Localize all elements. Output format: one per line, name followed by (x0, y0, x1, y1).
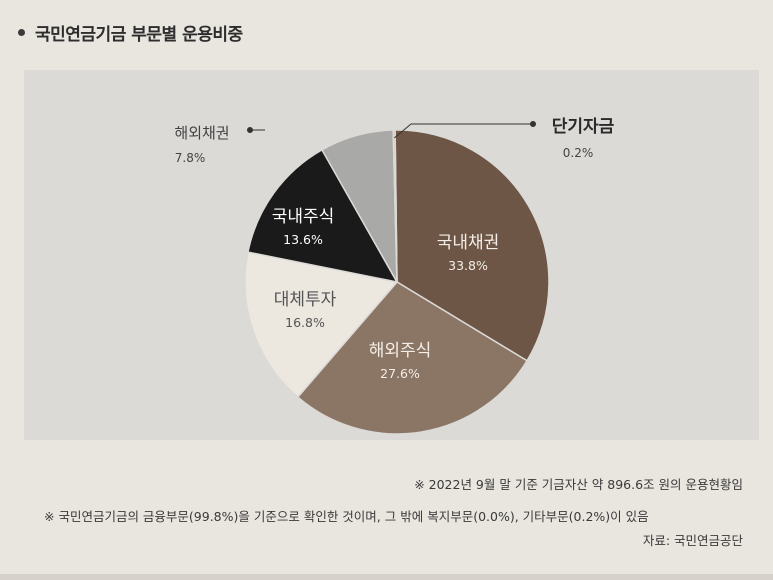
pie-slice-domestic-bond (394, 129, 550, 362)
source-note: 자료: 국민연금공단 (642, 533, 743, 548)
slice-label-foreign-equity: 해외주식 (369, 341, 432, 361)
slice-value-alternative: 16.8% (285, 315, 325, 330)
page-title: 국민연금기금 부문별 운용비중 (35, 25, 243, 45)
slice-value-foreign-equity: 27.6% (380, 366, 420, 381)
slice-value-foreign-bond: 7.8% (175, 151, 206, 165)
slice-label-domestic-bond: 국내채권 (437, 233, 500, 253)
note-basis: ※ 2022년 9월 말 기준 기금자산 약 896.6조 원의 운용현황임 (414, 477, 743, 492)
pie-slice-alternative (244, 251, 399, 399)
slice-label-alternative: 대체투자 (274, 290, 337, 310)
slice-label-short-term: 단기자금 (552, 117, 615, 137)
leader-line-short-term (393, 123, 533, 139)
leader-dot-short-term (530, 121, 536, 127)
slice-label-domestic-equity: 국내주식 (272, 207, 335, 227)
slice-value-short-term: 0.2% (563, 146, 594, 160)
slice-value-domestic-equity: 13.6% (283, 232, 323, 247)
note-scope: ※ 국민연금기금의 금융부문(99.8%)을 기준으로 확인한 것이며, 그 밖… (44, 509, 649, 524)
slice-label-foreign-bond: 해외채권 (174, 124, 229, 142)
slice-value-domestic-bond: 33.8% (448, 258, 488, 273)
pie-slice-short-term (392, 129, 398, 283)
pie-slice-foreign-equity (296, 281, 529, 435)
pie-slice-domestic-equity (247, 148, 399, 284)
title-row: 국민연금기금 부문별 운용비중 (18, 20, 243, 45)
bullet-icon (18, 29, 25, 36)
page-bottom-edge (0, 574, 773, 580)
